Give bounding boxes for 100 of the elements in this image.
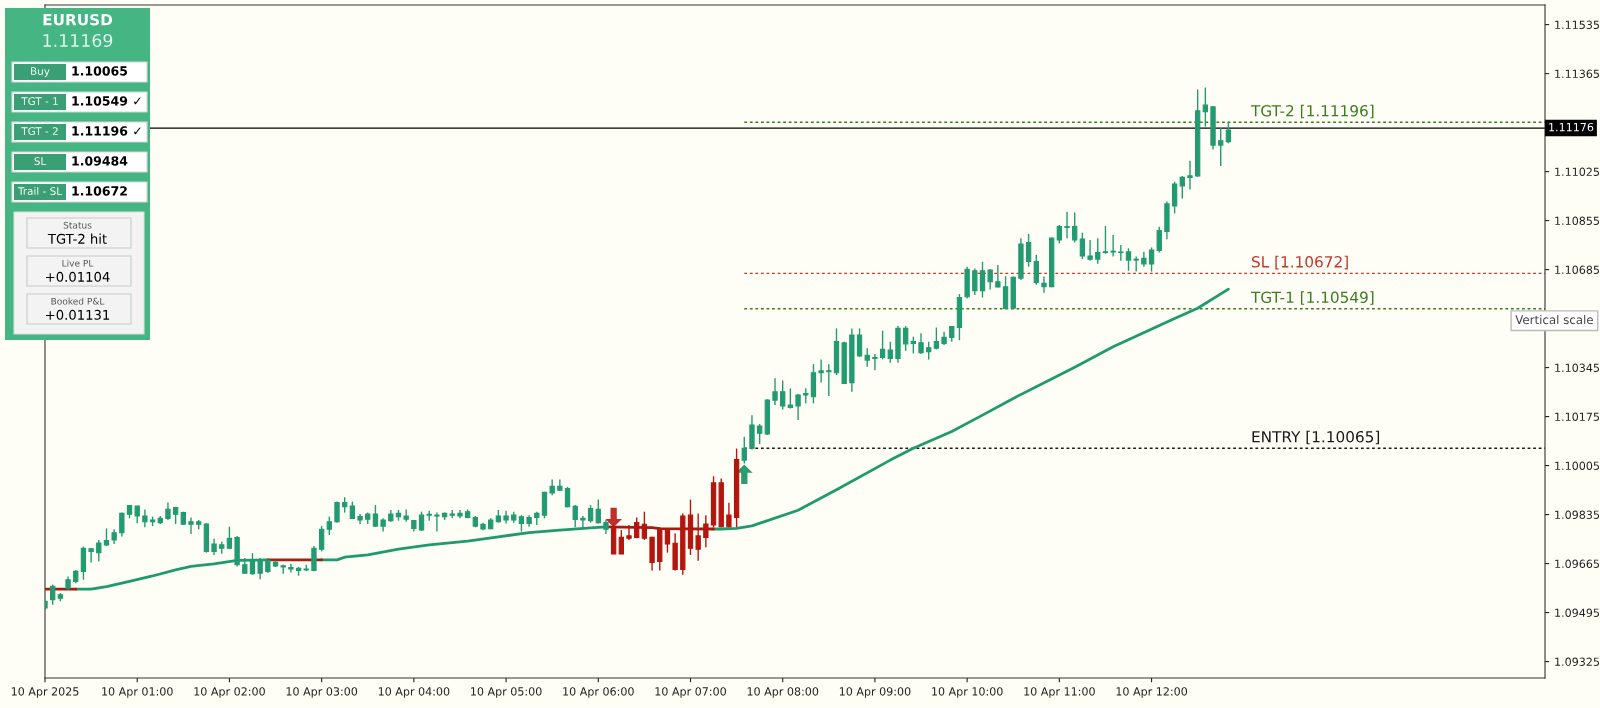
candlestick [1087,239,1093,262]
candlestick [1179,175,1185,200]
candlestick [1002,275,1009,311]
x-tick-label: 10 Apr 06:00 [563,687,634,698]
y-tick-label: 1.09665 [1555,559,1599,568]
x-tick-label: 10 Apr 03:00 [286,687,358,698]
candlestick [1102,225,1109,255]
x-tick-label: 10 Apr 2025 [11,687,79,698]
candlestick [826,363,832,397]
candlestick [626,524,632,541]
candlestick [257,557,263,580]
candlestick [1187,159,1193,191]
candlestick [787,387,794,410]
candlestick [403,508,409,523]
candlestick [695,512,701,562]
candlestick [1202,86,1209,128]
candlestick [1033,254,1039,286]
x-tick-label: 10 Apr 09:00 [839,687,911,698]
candlestick [864,347,870,368]
y-tick-label: 1.11365 [1555,69,1599,78]
candlestick [372,504,379,528]
text: 1.11169 [43,33,113,48]
candlestick [188,516,194,535]
text: 1.11196 ✓ [72,126,141,136]
candlestick [918,332,924,355]
candlestick [80,545,87,581]
candlestick [541,491,548,520]
category-label: SL [34,157,47,166]
annotation: Vertical scale [1515,315,1593,325]
candlestick [664,528,671,554]
candlestick [580,515,586,530]
candlestick [995,264,1001,289]
x-tick-label: 10 Apr 12:00 [1116,687,1188,698]
candlestick [641,511,648,541]
candlestick [1025,233,1032,268]
x-tick-label: 10 Apr 02:00 [194,687,265,698]
y-tick-label: 1.09835 [1555,510,1599,519]
y-tick-label: 1.10345 [1555,363,1599,372]
text: 1.10672 [72,186,127,196]
candlestick [50,583,56,606]
candlestick [726,502,732,528]
x-tick-label: 10 Apr 05:00 [471,687,542,698]
candlestick [318,525,325,553]
candlestick [572,504,578,528]
candlestick [326,515,332,536]
candlestick [1095,237,1101,265]
candlestick [434,511,440,533]
candlestick [979,261,986,299]
candlestick [749,414,755,451]
y-tick-label: 1.10175 [1555,412,1599,421]
candlestick [1041,275,1047,294]
x-tick-label: 10 Apr 04:00 [378,687,450,698]
y-tick-label: 1.09325 [1555,657,1599,666]
ref-line-label: TGT-1 [1.10549] [1250,291,1374,305]
candlestick [1171,180,1178,215]
candlestick [1118,244,1124,262]
annotation: +0.01104 [46,271,110,282]
candlestick [288,563,294,574]
annotation: Status [63,221,92,229]
annotation: Booked P&L [51,297,105,305]
annotation: TGT-2 hit [47,233,107,244]
candlestick [96,539,102,563]
y-tick-label: 1.11025 [1555,167,1599,176]
text: 1.10549 ✓ [72,96,141,106]
candlestick [1148,246,1155,273]
candlestick [902,325,909,352]
candlestick [887,340,893,364]
category-label: Buy [31,67,50,78]
candlestick [780,379,786,411]
candlestick [1064,210,1070,239]
candlestick [818,358,824,384]
candlestick [1110,234,1116,258]
x-tick-label: 10 Apr 10:00 [932,687,1003,698]
candlestick [810,363,817,405]
candlestick [1225,121,1232,145]
category-label: TGT - 1 [21,97,58,106]
candlestick [772,377,778,406]
candlestick [1218,127,1224,167]
candlestick [856,327,863,358]
y-tick-label: 1.10855 [1555,216,1599,225]
candlestick [618,529,625,555]
y-tick-label: 1.11535 [1555,20,1599,29]
candlestick [1056,224,1063,245]
candlestick [1072,211,1078,244]
x-tick-label: 10 Apr 07:00 [655,687,726,698]
candlestick [972,267,978,296]
candlestick [872,353,878,371]
ref-line-label: SL [1.10672] [1252,255,1348,270]
category-label: Trail - SL [17,186,62,196]
y-tick-label: 1.10685 [1555,265,1599,274]
candlestick [249,552,256,576]
candlestick [1133,255,1139,273]
y-tick-label: 1.10005 [1555,461,1599,470]
y-tick-label: 1.09495 [1555,608,1599,617]
text: 1.09484 [72,156,128,166]
text: EURUSD [43,13,113,26]
candlestick [703,514,709,548]
candlestick [311,545,317,573]
x-tick-label: 10 Apr 01:00 [102,687,173,698]
ref-line-label: 1.11176 [1549,122,1594,132]
